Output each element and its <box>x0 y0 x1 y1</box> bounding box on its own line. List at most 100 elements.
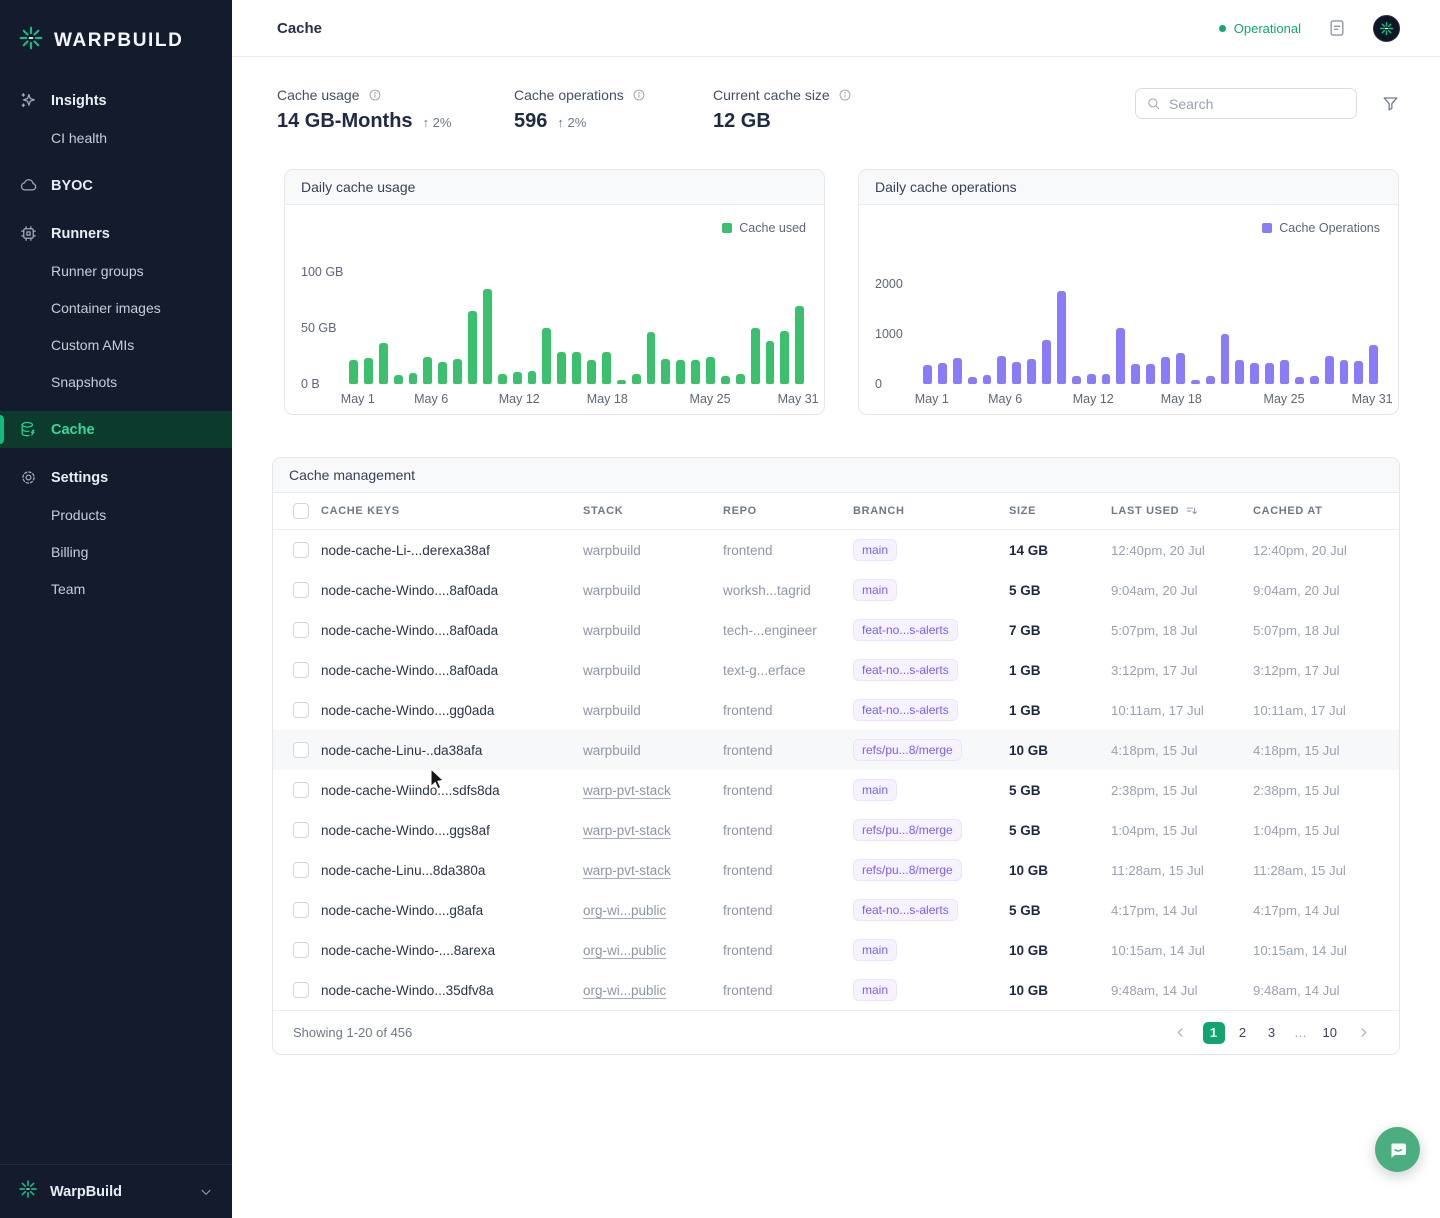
sidebar: WARPBUILD Insights CI health BYOC Runners Ru… <box>0 0 232 1218</box>
column-header-cache-keys: CACHE KEYS <box>321 505 400 517</box>
branch-badge: main <box>853 778 898 802</box>
sort-icon[interactable] <box>1185 504 1199 518</box>
stack-cell[interactable]: org-wi...public <box>583 982 667 998</box>
table-row[interactable]: node-cache-Windo-....8arexa org-wi...publ… <box>273 930 1399 970</box>
table-row[interactable]: node-cache-Wiindo....sdfs8da warp-pvt-sta… <box>273 770 1399 810</box>
chart-bar <box>1086 374 1096 384</box>
table-row[interactable]: node-cache-Windo....8af0ada warpbuild work… <box>273 570 1399 610</box>
chart-bar <box>1369 345 1379 384</box>
chart-bar <box>497 373 507 384</box>
chart-bar <box>937 363 947 384</box>
docs-icon[interactable] <box>1327 18 1347 38</box>
stack-cell[interactable]: org-wi...public <box>583 942 667 958</box>
sidebar-item-byoc[interactable]: BYOC <box>0 167 232 204</box>
row-checkbox[interactable] <box>293 782 309 798</box>
table-row[interactable]: node-cache-Windo....g8afa org-wi...public… <box>273 890 1399 930</box>
chart-legend: Cache Operations <box>1262 221 1380 235</box>
sidebar-item-billing[interactable]: Billing <box>51 543 89 560</box>
sidebar-item-cache[interactable]: Cache <box>0 411 232 448</box>
info-icon[interactable] <box>368 88 382 102</box>
table-row[interactable]: node-cache-Windo....8af0ada warpbuild tech… <box>273 610 1399 650</box>
row-checkbox[interactable] <box>293 862 309 878</box>
status-badge[interactable]: Operational <box>1218 21 1301 36</box>
repo-cell: frontend <box>723 542 773 558</box>
page-button-2[interactable]: 2 <box>1238 1025 1247 1040</box>
table-row[interactable]: node-cache-Linu-..da38afa warpbuild fronte… <box>273 730 1399 770</box>
chart-bar <box>1324 356 1334 384</box>
search-input[interactable] <box>1169 95 1346 112</box>
sidebar-item-container-images[interactable]: Container images <box>51 299 161 316</box>
sidebar-item-insights[interactable]: Insights <box>0 82 232 119</box>
chart-bar <box>349 360 358 384</box>
previous-page-icon[interactable] <box>1165 1025 1196 1040</box>
page-button-10[interactable]: 10 <box>1322 1025 1337 1040</box>
row-checkbox[interactable] <box>293 662 309 678</box>
row-checkbox[interactable] <box>293 742 309 758</box>
column-header-last-used[interactable]: LAST USED <box>1111 504 1253 518</box>
sidebar-item-team[interactable]: Team <box>51 580 86 597</box>
sidebar-item-products[interactable]: Products <box>51 506 107 523</box>
row-checkbox[interactable] <box>293 622 309 638</box>
size-cell: 10 GB <box>1009 742 1049 758</box>
chart-bar <box>393 375 403 384</box>
page-button-1[interactable]: 1 <box>1202 1021 1225 1044</box>
sidebar-item-label: Cache <box>51 421 95 438</box>
sidebar-item-custom-amis[interactable]: Custom AMIs <box>51 336 135 353</box>
stack-cell: warpbuild <box>583 742 641 758</box>
chart-card-daily-cache-usage: Daily cache usage Cache used 0 B 50 GB 100 G… <box>284 169 825 415</box>
branch-badge: main <box>853 938 898 962</box>
sidebar-item-runner-groups[interactable]: Runner groups <box>51 262 144 279</box>
sidebar-item-runners[interactable]: Runners <box>0 215 232 252</box>
chart-bar <box>952 358 962 384</box>
page-button-3[interactable]: 3 <box>1267 1025 1276 1040</box>
avatar[interactable] <box>1373 14 1400 42</box>
sidebar-item-snapshots[interactable]: Snapshots <box>51 373 118 390</box>
cached-at-cell: 3:12pm, 17 Jul <box>1253 662 1340 678</box>
next-page-icon[interactable] <box>1348 1025 1379 1040</box>
table-row[interactable]: node-cache-Linu...8da380a warp-pvt-stack f… <box>273 850 1399 890</box>
repo-cell: frontend <box>723 742 773 758</box>
x-axis-tick: May 18 <box>1160 392 1202 406</box>
select-all-checkbox[interactable] <box>293 503 309 519</box>
last-used-cell: 2:38pm, 15 Jul <box>1111 782 1198 798</box>
info-icon[interactable] <box>632 88 646 102</box>
table-row[interactable]: node-cache-Li-...derexa38af warpbuild fron… <box>273 530 1399 570</box>
chart-bar <box>1235 359 1245 384</box>
stack-cell[interactable]: warp-pvt-stack <box>583 782 671 798</box>
row-checkbox[interactable] <box>293 822 309 838</box>
row-checkbox[interactable] <box>293 982 309 998</box>
nav-group: Settings Products Billing Team <box>0 459 232 607</box>
cache-key-cell: node-cache-Windo....gg0ada <box>321 702 495 718</box>
table-row[interactable]: node-cache-Windo....ggs8af warp-pvt-stack… <box>273 810 1399 850</box>
row-checkbox[interactable] <box>293 542 309 558</box>
stack-cell[interactable]: warp-pvt-stack <box>583 862 671 878</box>
repo-cell: frontend <box>723 862 773 878</box>
chart-bar <box>438 361 448 384</box>
filter-icon[interactable] <box>1381 94 1400 113</box>
chevron-down-icon <box>198 1184 214 1200</box>
cached-at-cell: 2:38pm, 15 Jul <box>1253 782 1340 798</box>
x-axis-tick: May 1 <box>340 392 375 406</box>
chat-widget-button[interactable] <box>1375 1127 1420 1172</box>
row-checkbox[interactable] <box>293 702 309 718</box>
info-icon[interactable] <box>838 88 852 102</box>
sidebar-item-settings[interactable]: Settings <box>0 459 232 496</box>
repo-cell: text-g...erface <box>723 662 806 678</box>
last-used-cell: 5:07pm, 18 Jul <box>1111 622 1198 638</box>
table-row[interactable]: node-cache-Windo...35dfv8a org-wi...publi… <box>273 970 1399 1010</box>
table-row[interactable]: node-cache-Windo....8af0ada warpbuild text… <box>273 650 1399 690</box>
stack-cell[interactable]: warp-pvt-stack <box>583 822 671 838</box>
row-checkbox[interactable] <box>293 902 309 918</box>
chart-bar <box>453 359 462 384</box>
table-row[interactable]: node-cache-Windo....gg0ada warpbuild front… <box>273 690 1399 730</box>
org-switcher[interactable]: WarpBuild <box>0 1164 232 1218</box>
repo-cell: frontend <box>723 982 773 998</box>
chart-area: Cache Operations 0 1000 2000 May 1 May 6 May 1… <box>859 205 1398 414</box>
row-checkbox[interactable] <box>293 942 309 958</box>
sidebar-item-ci-health[interactable]: CI health <box>51 129 108 146</box>
row-checkbox[interactable] <box>293 582 309 598</box>
stack-cell[interactable]: org-wi...public <box>583 902 667 918</box>
size-cell: 7 GB <box>1009 622 1041 638</box>
size-cell: 1 GB <box>1009 702 1041 718</box>
size-cell: 10 GB <box>1009 942 1049 958</box>
